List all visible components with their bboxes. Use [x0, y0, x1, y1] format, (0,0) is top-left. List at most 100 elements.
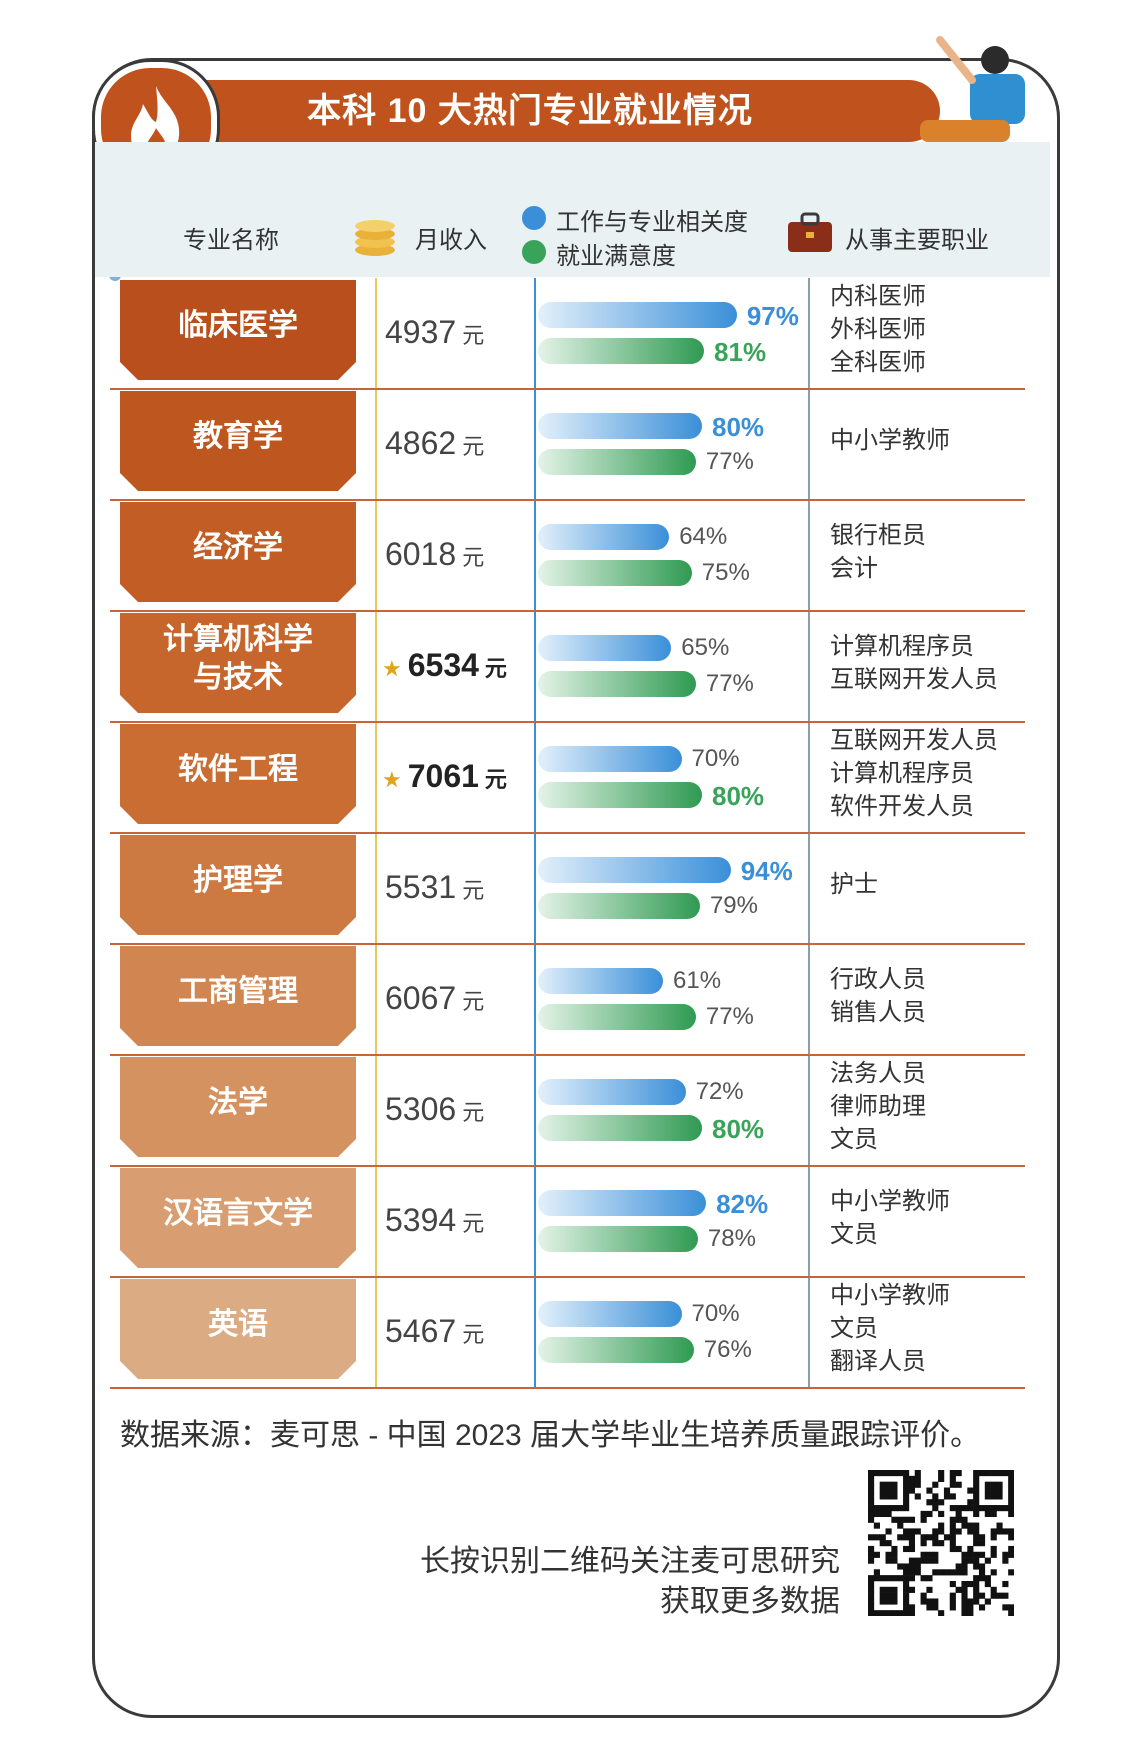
qr-module — [996, 1470, 1003, 1477]
qr-module — [873, 1505, 880, 1512]
qr-module — [978, 1551, 986, 1558]
qr-module — [996, 1505, 1003, 1512]
satisfaction-bar — [538, 1004, 696, 1030]
satisfaction-bar — [538, 338, 705, 364]
qr-module — [967, 1604, 974, 1611]
relevance-bar — [538, 1301, 682, 1327]
qr-module — [955, 1481, 962, 1488]
salary-unit: 元 — [462, 1211, 485, 1236]
qr-module — [926, 1534, 933, 1541]
qr-module — [1008, 1610, 1014, 1616]
qr-module — [949, 1592, 956, 1599]
qr-module — [868, 1604, 875, 1611]
qr-module — [903, 1563, 910, 1570]
occupation-item: 互联网开发人员 — [830, 665, 998, 693]
qr-module — [961, 1586, 968, 1593]
qr-module — [949, 1522, 956, 1529]
qr-module — [903, 1516, 910, 1523]
major-badge: 工商管理 — [120, 946, 356, 1046]
monthly-salary: 5306 元 — [385, 1091, 535, 1128]
qr-module — [868, 1499, 875, 1506]
satisfaction-bar — [538, 1226, 698, 1252]
qr-module — [879, 1510, 886, 1518]
relevance-label: 70% — [691, 745, 740, 772]
qr-module — [908, 1475, 916, 1482]
qr-module — [967, 1545, 974, 1553]
qr-module — [914, 1569, 921, 1576]
qr-module — [990, 1534, 997, 1541]
qr-module — [885, 1540, 892, 1547]
salary-value: 4862 — [385, 425, 457, 461]
qr-module — [908, 1528, 916, 1535]
occupation-item: 文员 — [830, 1126, 878, 1153]
occupation-item: 中小学教师 — [830, 1187, 950, 1215]
qr-module — [920, 1575, 927, 1582]
qr-module — [984, 1575, 991, 1582]
qr-module — [914, 1470, 921, 1477]
row-divider — [110, 832, 1025, 834]
header-jobs: 从事主要职业 — [845, 227, 989, 254]
qr-module — [903, 1610, 910, 1616]
person-illustration-right — [920, 36, 1025, 142]
monthly-salary: 4862 元 — [385, 425, 535, 462]
qr-code[interactable] — [868, 1470, 1014, 1616]
salary-unit: 元 — [462, 434, 485, 459]
occupations: 行政人员 销售人员 — [830, 963, 926, 1029]
qr-module — [1008, 1545, 1014, 1553]
qr-module — [885, 1610, 892, 1616]
satisfaction-label: 80% — [712, 781, 765, 811]
salary-unit: 元 — [462, 323, 485, 348]
qr-module — [1002, 1551, 1009, 1558]
qr-module — [949, 1516, 956, 1523]
qr-module — [908, 1569, 916, 1576]
row-divider — [110, 610, 1025, 612]
qr-module — [967, 1505, 974, 1512]
occupation-item: 互联网开发人员 — [830, 727, 998, 754]
qr-module — [868, 1481, 875, 1488]
qr-module — [1008, 1528, 1014, 1535]
qr-module — [973, 1557, 980, 1564]
qr-module — [908, 1586, 916, 1593]
qr-module — [926, 1586, 933, 1593]
qr-module — [984, 1487, 991, 1494]
qr-module — [908, 1516, 916, 1523]
qr-module — [973, 1551, 980, 1558]
qr-module — [885, 1557, 892, 1564]
qr-module — [932, 1534, 939, 1541]
qr-module — [955, 1505, 962, 1512]
qr-module — [932, 1551, 939, 1558]
qr-module — [943, 1487, 951, 1494]
monthly-salary: 5467 元 — [385, 1313, 535, 1350]
qr-module — [938, 1610, 945, 1616]
qr-module — [914, 1528, 921, 1535]
qr-module — [897, 1522, 904, 1529]
occupation-item: 会计 — [830, 554, 878, 582]
relevance-bar — [538, 413, 702, 439]
qr-module — [873, 1522, 880, 1529]
qr-module — [932, 1493, 939, 1500]
qr-module — [868, 1487, 875, 1494]
qr-module — [897, 1610, 904, 1616]
qr-module — [949, 1481, 956, 1488]
qr-module — [938, 1528, 945, 1535]
monthly-salary: 6067 元 — [385, 980, 535, 1017]
qr-module — [1008, 1505, 1014, 1512]
qr-module — [903, 1534, 910, 1541]
qr-module — [914, 1557, 921, 1564]
row-divider — [110, 388, 1025, 390]
qr-module — [868, 1610, 875, 1616]
qr-module — [897, 1505, 904, 1512]
qr-module — [885, 1598, 892, 1605]
qr-module — [990, 1481, 997, 1488]
qr-module — [879, 1481, 886, 1488]
satisfaction-label: 77% — [705, 448, 754, 475]
occupation-item: 文员 — [830, 1315, 878, 1342]
qr-module — [903, 1604, 910, 1611]
qr-module — [943, 1534, 951, 1541]
occupation-item: 软件开发人员 — [830, 793, 974, 820]
header-relevance: 工作与专业相关度 — [556, 209, 748, 236]
satisfaction-label: 75% — [701, 559, 750, 586]
qr-module — [1008, 1499, 1014, 1506]
qr-module — [873, 1534, 880, 1541]
qr-module — [996, 1481, 1003, 1488]
